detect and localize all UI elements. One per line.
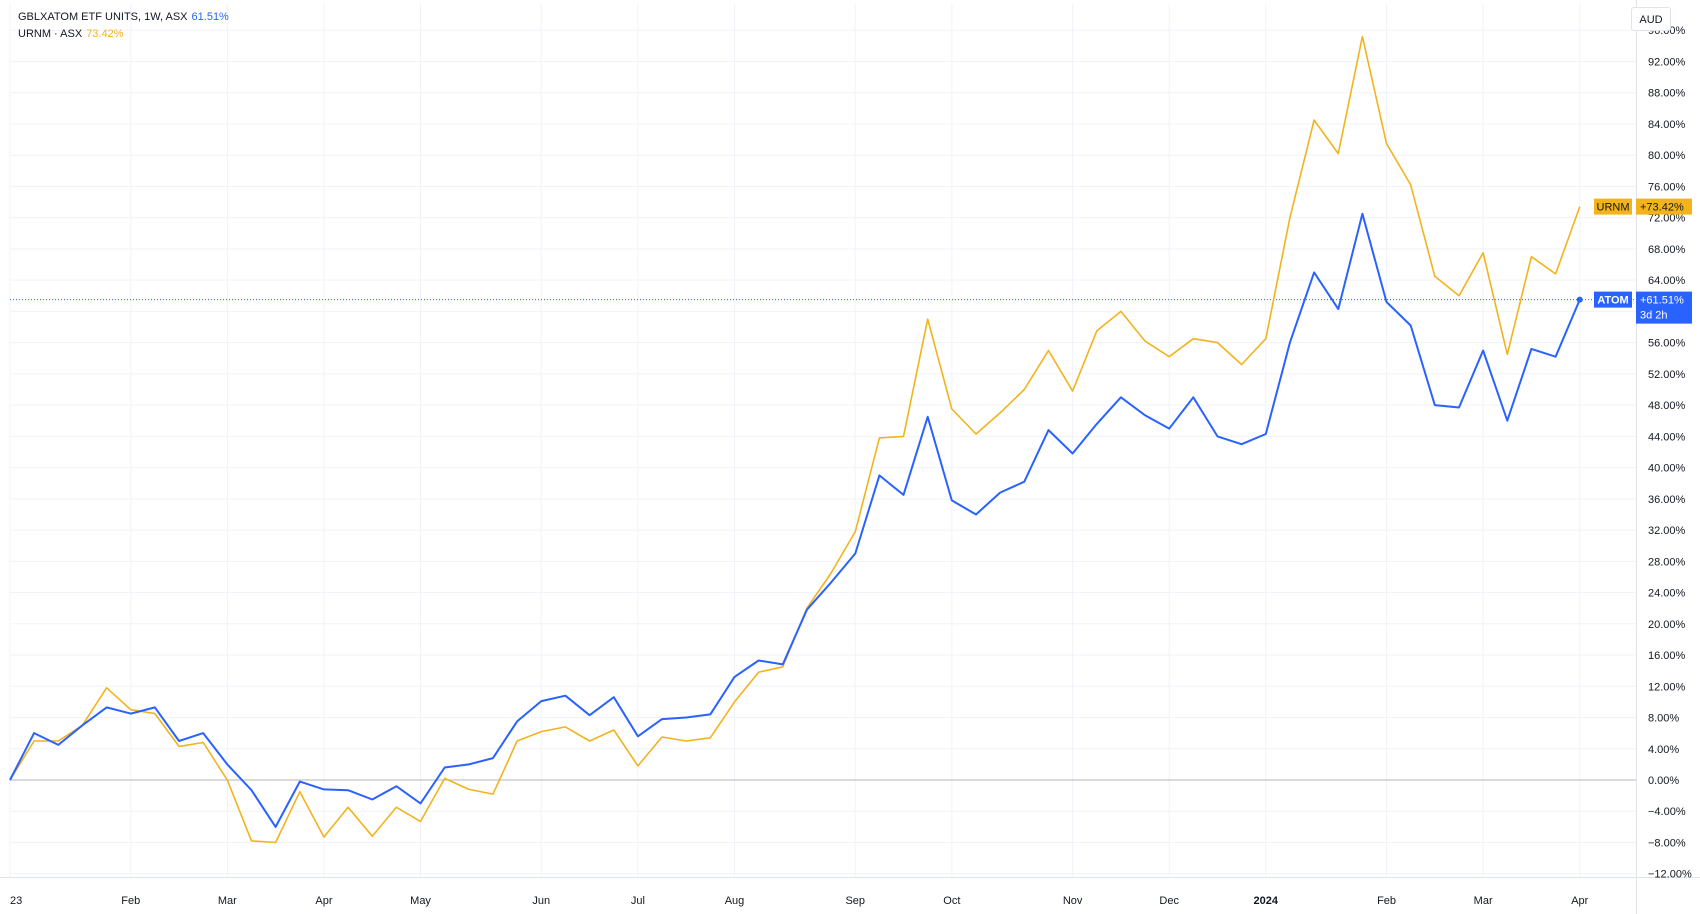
series-endpoint-dot [1576, 296, 1583, 303]
atom-value-tag-text: +61.51% [1640, 295, 1684, 307]
series-lines [9, 35, 1583, 844]
y-tick-label: 32.00% [1648, 525, 1686, 537]
x-tick-label: Apr [1571, 895, 1588, 907]
y-tick-label: 40.00% [1648, 463, 1686, 475]
urnm-name-tag-text: URNM [1597, 202, 1630, 214]
legend-series2-value: 73.42% [86, 28, 124, 40]
y-tick-label: −8.00% [1648, 837, 1686, 849]
y-tick-label: 68.00% [1648, 244, 1686, 256]
x-tick-label: Feb [121, 895, 140, 907]
atom-value-tag [1636, 291, 1692, 324]
y-tick-label: 44.00% [1648, 431, 1686, 443]
y-tick-label: 4.00% [1648, 744, 1679, 756]
y-tick-label: 24.00% [1648, 588, 1686, 600]
x-tick-label: Feb [1377, 895, 1396, 907]
y-tick-label: 8.00% [1648, 713, 1679, 725]
x-tick-label: Apr [315, 895, 332, 907]
y-tick-label: 12.00% [1648, 681, 1686, 693]
legend-series1-name: GBLXATOM ETF UNITS, 1W, ASX [18, 11, 188, 23]
y-tick-label: 52.00% [1648, 369, 1686, 381]
atom-name-tag [1594, 291, 1632, 308]
atom-countdown-text: 3d 2h [1640, 310, 1668, 322]
last-value-tags: URNM +73.42% ATOM +61.51% 3d 2h [1594, 198, 1692, 324]
y-axis-ticks[interactable]: −12.00% −8.00% −4.00% 0.00% 4.00% 8.00% 12.00%… [1648, 25, 1692, 880]
x-tick-label: Nov [1063, 895, 1083, 907]
x-tick-label: Mar [1474, 895, 1493, 907]
y-tick-label: 64.00% [1648, 275, 1686, 287]
legend-row-atom[interactable]: GBLXATOM ETF UNITS, 1W, ASX 61.51% [18, 9, 229, 26]
gridlines [9, 4, 1636, 877]
legend-series1-value: 61.51% [191, 11, 229, 23]
y-tick-label: 72.00% [1648, 213, 1686, 225]
atom-name-tag-text: ATOM [1597, 295, 1628, 307]
urnm-name-tag [1594, 198, 1632, 215]
x-tick-label: Sep [845, 895, 865, 907]
y-tick-label: 80.00% [1648, 150, 1686, 162]
x-tick-label: 2024 [1254, 895, 1279, 907]
x-tick-label: Jul [631, 895, 645, 907]
x-tick-label: Jun [532, 895, 550, 907]
y-tick-label: 36.00% [1648, 494, 1686, 506]
x-tick-label: Dec [1159, 895, 1179, 907]
legend-series2-name: URNM · ASX [18, 28, 83, 40]
y-tick-label: 76.00% [1648, 181, 1686, 193]
y-tick-label: 28.00% [1648, 556, 1686, 568]
y-tick-label: 16.00% [1648, 650, 1686, 662]
x-axis-ticks[interactable]: 23 Feb Mar Apr May Jun Jul Aug Sep Oct Nov Dec 2024 F… [10, 895, 1589, 907]
y-tick-label: 84.00% [1648, 119, 1686, 131]
chart-legend: GBLXATOM ETF UNITS, 1W, ASX 61.51% URNM ·… [18, 9, 229, 43]
y-tick-label: 20.00% [1648, 619, 1686, 631]
legend-row-urnm[interactable]: URNM · ASX 73.42% [18, 26, 229, 43]
y-tick-label: −4.00% [1648, 806, 1686, 818]
urnm-value-tag [1636, 198, 1692, 215]
x-tick-label: 23 [10, 895, 22, 907]
urnm-value-tag-text: +73.42% [1640, 202, 1684, 214]
x-tick-label: Aug [725, 895, 745, 907]
x-tick-label: Oct [943, 895, 960, 907]
x-tick-label: Mar [218, 895, 237, 907]
y-tick-label: 56.00% [1648, 338, 1686, 350]
y-tick-label: 88.00% [1648, 88, 1686, 100]
series-line-atom[interactable] [9, 212, 1581, 828]
y-tick-label: −12.00% [1648, 869, 1692, 881]
x-tick-label: May [410, 895, 431, 907]
y-tick-label: 0.00% [1648, 775, 1679, 787]
series-line-urnm[interactable] [9, 35, 1581, 844]
y-tick-label: 48.00% [1648, 400, 1686, 412]
y-tick-label: 92.00% [1648, 56, 1686, 68]
currency-button[interactable]: AUD [1631, 7, 1671, 31]
